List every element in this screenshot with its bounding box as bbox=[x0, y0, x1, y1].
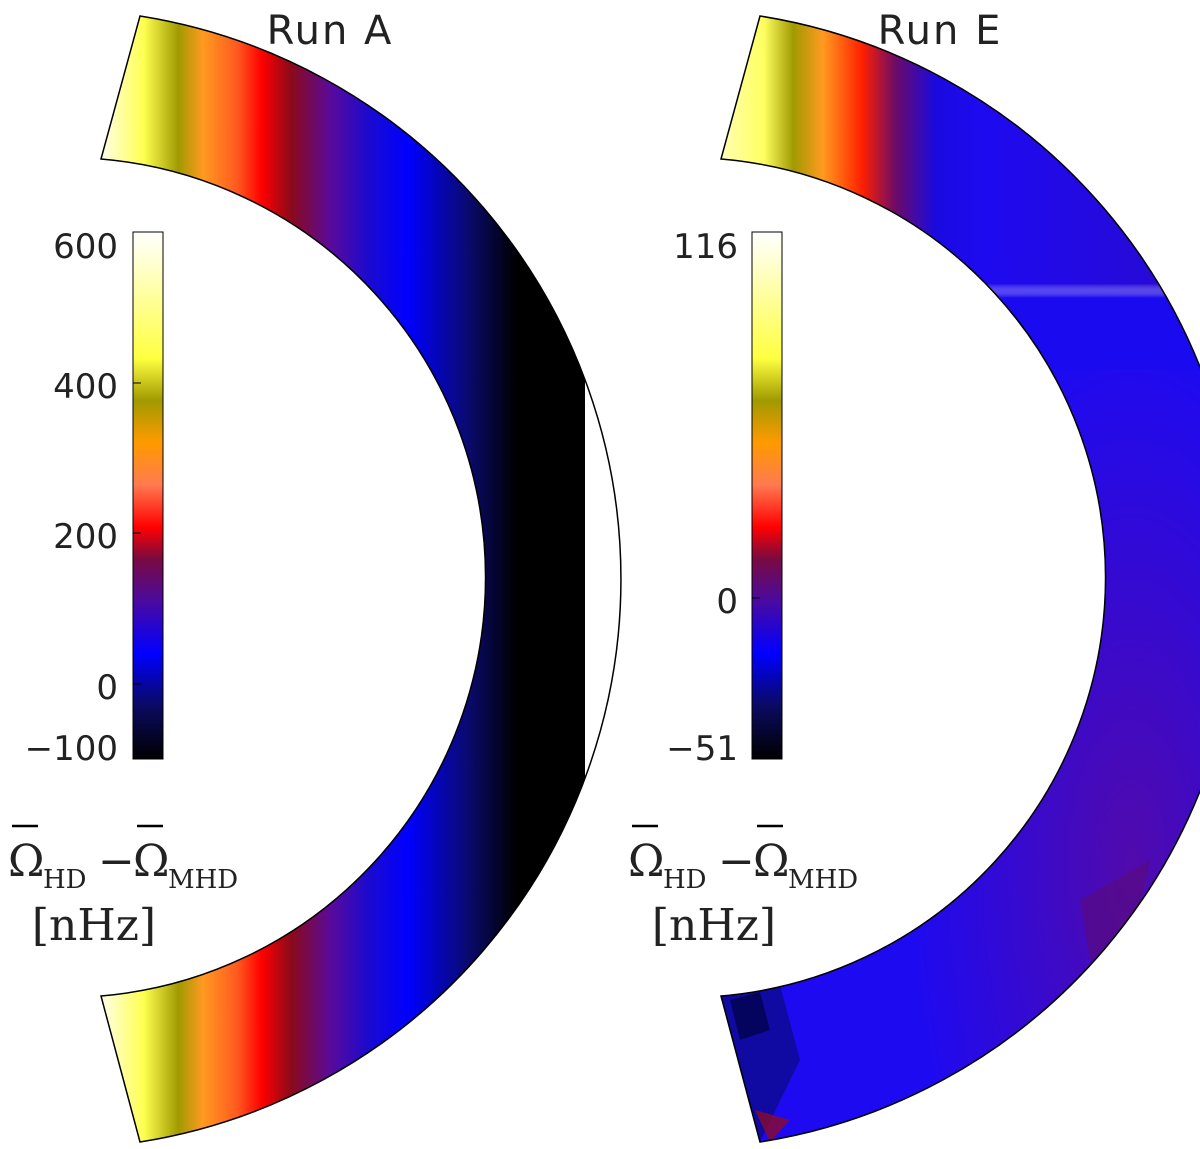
omega-hd-symbol-a: Ω bbox=[8, 836, 44, 887]
subscript-mhd-e: MHD bbox=[788, 865, 858, 895]
quantity-label-a: Ω HD − Ω MHD [nHz] bbox=[8, 824, 238, 951]
colorbar-a-tick-600: 600 bbox=[53, 227, 118, 267]
quantity-label-e: Ω HD − Ω MHD [nHz] bbox=[628, 824, 858, 951]
units-label-e: [nHz] bbox=[652, 900, 776, 951]
colorbar-a-tick-400: 400 bbox=[53, 367, 118, 407]
shell-e-outline bbox=[720, 15, 1200, 1143]
panel-e-title: Run E bbox=[878, 8, 1003, 54]
colorbar-e: 116 0 −51 bbox=[666, 227, 783, 769]
panel-run-e: Run E 116 0 −51 Ω HD − Ω MHD [nHz] bbox=[628, 8, 1200, 1143]
omega-mhd-symbol-e: Ω bbox=[753, 836, 789, 887]
omega-mhd-symbol-a: Ω bbox=[133, 836, 169, 887]
colorbar-a-tick-200: 200 bbox=[53, 517, 118, 557]
colorbar-a-tick-0: 0 bbox=[96, 668, 118, 708]
minus-sign-a: − bbox=[98, 836, 135, 887]
colorbar-e-tick-max: 116 bbox=[673, 227, 738, 267]
subscript-mhd-a: MHD bbox=[168, 865, 238, 895]
colorbar-e-tick-0: 0 bbox=[716, 582, 738, 622]
panel-a-title: Run A bbox=[267, 8, 394, 54]
colorbar-a-tick-min: −100 bbox=[25, 729, 118, 769]
colorbar-e-tick-min: −51 bbox=[666, 729, 738, 769]
units-label-a: [nHz] bbox=[32, 900, 156, 951]
subscript-hd-a: HD bbox=[43, 865, 87, 895]
shell-a-outline bbox=[100, 15, 622, 1143]
minus-sign-e: − bbox=[718, 836, 755, 887]
colorbar-a: 600 400 200 0 −100 bbox=[25, 227, 164, 769]
panel-run-a: Run A 600 400 200 0 −100 Ω HD − Ω MHD [n… bbox=[8, 8, 622, 1143]
omega-hd-symbol-e: Ω bbox=[628, 836, 664, 887]
subscript-hd-e: HD bbox=[663, 865, 707, 895]
